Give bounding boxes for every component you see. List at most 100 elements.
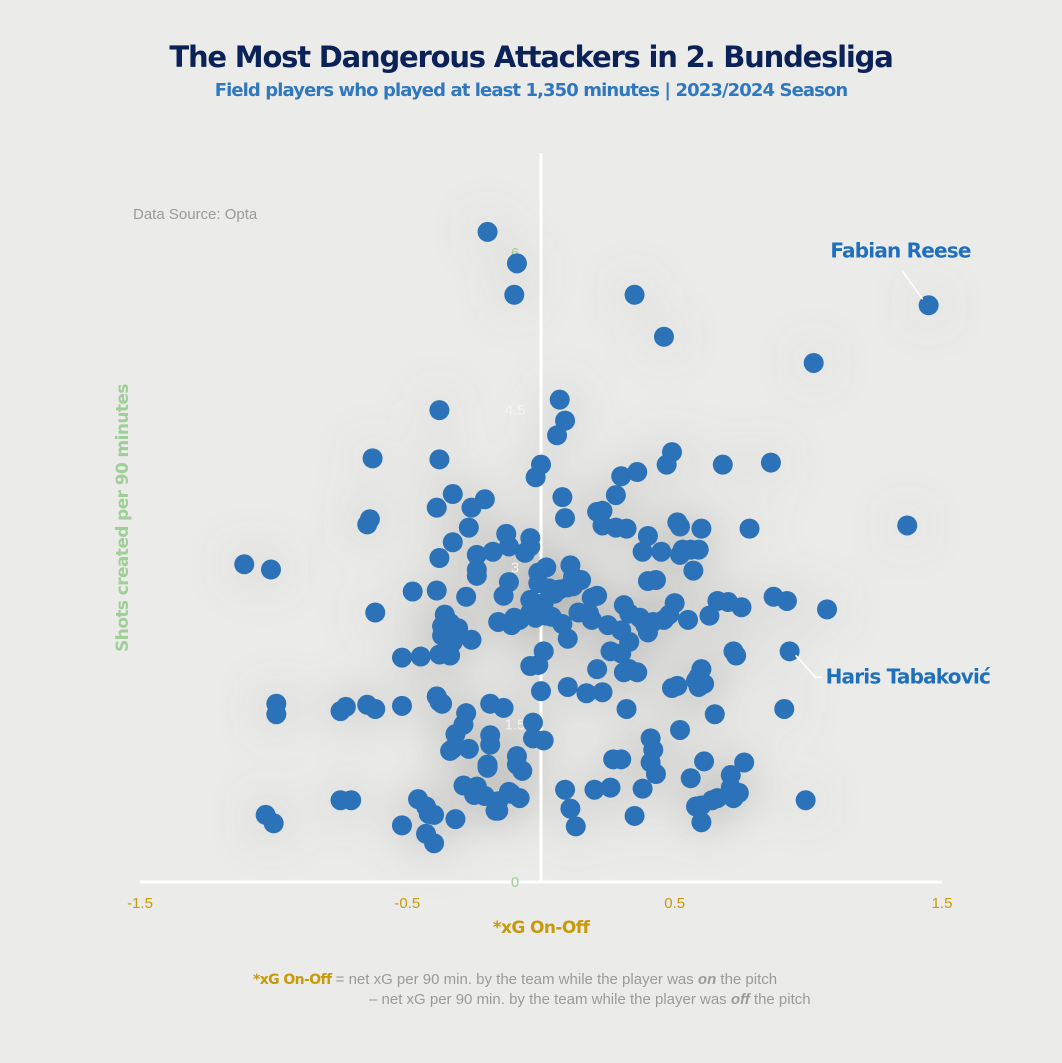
data-point xyxy=(560,798,581,819)
data-point xyxy=(587,659,608,680)
data-point xyxy=(549,389,570,410)
data-point xyxy=(670,544,691,565)
data-point xyxy=(587,585,608,606)
data-point xyxy=(624,805,645,826)
footnote-line2-after: the pitch xyxy=(749,991,811,1008)
data-point xyxy=(686,796,707,817)
data-point xyxy=(531,681,551,702)
data-point xyxy=(659,604,680,625)
x-tick-label: 0.5 xyxy=(664,895,685,912)
data-point xyxy=(522,712,543,733)
player-label-haris-tabakovic: Haris Tabaković xyxy=(826,664,991,688)
data-point xyxy=(456,586,477,607)
data-point xyxy=(520,536,541,557)
data-point xyxy=(624,284,645,305)
data-point xyxy=(391,815,412,836)
data-point xyxy=(335,696,356,717)
data-point xyxy=(699,605,720,626)
data-point xyxy=(817,599,838,620)
data-point xyxy=(565,816,586,837)
data-point xyxy=(776,590,797,611)
data-point xyxy=(426,497,447,518)
data-point xyxy=(482,541,503,562)
data-point xyxy=(260,559,281,580)
data-point xyxy=(461,629,482,650)
data-point xyxy=(466,544,487,565)
x-tick-label: 1.5 xyxy=(932,895,953,912)
footnote-key: *xG On-Off xyxy=(253,972,332,988)
data-point xyxy=(440,740,461,761)
data-point xyxy=(656,454,677,475)
data-point xyxy=(557,628,578,649)
data-point xyxy=(525,467,546,488)
x-tick-label: -1.5 xyxy=(127,895,153,912)
data-point xyxy=(493,585,514,606)
data-point xyxy=(440,645,461,666)
data-point xyxy=(645,570,666,591)
data-point xyxy=(426,580,447,601)
tick-labels: -1.5 -0.5 0.5 1.5 0 1.5 3 4.5 6 xyxy=(127,245,952,912)
data-point xyxy=(442,484,463,505)
data-point xyxy=(779,641,800,662)
data-source-note: Data Source: Opta xyxy=(133,206,258,223)
footnote-line1-after: the pitch xyxy=(716,971,778,988)
data-point xyxy=(667,675,688,696)
data-point xyxy=(592,500,613,521)
data-point xyxy=(774,698,795,719)
data-point xyxy=(712,454,733,475)
data-point xyxy=(670,719,691,740)
footnote-line1-before: = net xG per 90 min. by the team while t… xyxy=(331,971,698,988)
footnote-line-1: *xG On-Off = net xG per 90 min. by the t… xyxy=(253,971,777,988)
data-point xyxy=(458,738,479,759)
data-point xyxy=(555,410,576,431)
data-point xyxy=(509,788,530,809)
data-point xyxy=(704,704,725,725)
data-point xyxy=(667,512,688,533)
data-point xyxy=(734,752,755,773)
data-point xyxy=(795,790,816,811)
annotation-leader-line xyxy=(902,270,924,300)
data-point xyxy=(552,487,573,508)
x-axis-label: *xG On-Off xyxy=(492,918,590,938)
data-point xyxy=(726,645,747,666)
data-point xyxy=(477,757,498,778)
data-point xyxy=(429,400,450,421)
data-point xyxy=(632,541,653,562)
y-axis-label: Shots created per 90 minutes xyxy=(113,384,133,652)
data-point xyxy=(688,539,709,560)
data-point xyxy=(493,697,514,718)
data-point xyxy=(691,518,712,539)
y-tick-label: 0 xyxy=(511,874,519,891)
data-point xyxy=(466,565,487,586)
data-point xyxy=(488,800,509,821)
data-point xyxy=(645,763,666,784)
data-point xyxy=(678,609,699,630)
x-tick-label: -0.5 xyxy=(394,895,420,912)
data-point xyxy=(263,813,284,834)
data-point xyxy=(723,788,744,809)
data-point xyxy=(506,253,527,274)
footnote-line2-emphasis: off xyxy=(730,991,750,1008)
data-point xyxy=(501,615,522,636)
y-tick-label: 6 xyxy=(511,245,519,262)
data-point xyxy=(341,790,362,811)
annotation-leader-line xyxy=(795,654,823,679)
data-points xyxy=(234,221,939,854)
data-point xyxy=(632,778,653,799)
data-point xyxy=(512,760,533,781)
data-point xyxy=(362,448,383,469)
y-tick-label: 1.5 xyxy=(505,717,526,734)
data-point xyxy=(576,683,597,704)
data-point xyxy=(391,647,412,668)
data-point xyxy=(616,518,637,539)
data-point xyxy=(651,541,672,562)
data-point xyxy=(480,734,501,755)
data-point xyxy=(458,517,479,538)
data-point xyxy=(918,295,939,316)
axes xyxy=(140,153,942,884)
data-point xyxy=(683,560,704,581)
data-point xyxy=(528,654,549,675)
player-label-fabian-reese: Fabian Reese xyxy=(830,238,970,262)
data-point xyxy=(637,622,658,643)
data-point xyxy=(533,730,554,751)
